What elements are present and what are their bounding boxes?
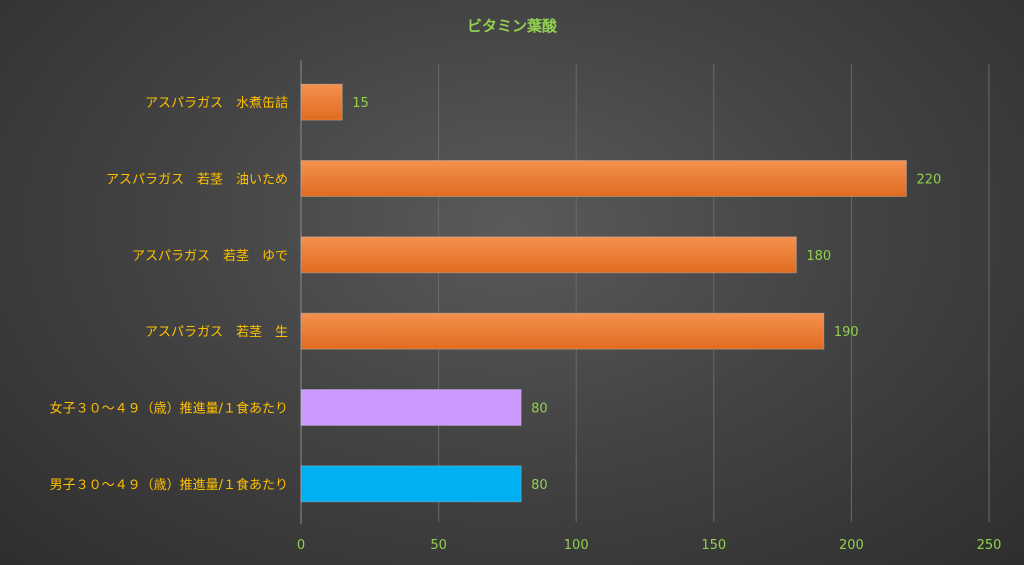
category-label: アスパラガス 水煮缶詰 (145, 95, 288, 111)
bar (300, 236, 797, 274)
category-label: 男子３０～４９（歳）推進量/１食あたり (50, 477, 288, 493)
category-label: アスパラガス 若茎 油いため (106, 172, 288, 188)
data-label: 190 (834, 325, 859, 340)
category-label: 女子３０～４９（歳）推進量/１食あたり (50, 401, 288, 417)
bar (300, 160, 907, 197)
data-label: 80 (531, 402, 548, 417)
bars (300, 83, 907, 503)
bar (300, 389, 522, 426)
x-tick-label: 250 (977, 538, 1002, 553)
x-tick-label: 0 (297, 538, 305, 553)
data-label: 220 (916, 173, 941, 188)
x-tick-label: 50 (430, 538, 447, 553)
chart-title: ビタミン葉酸 (467, 17, 558, 35)
data-label: 180 (806, 249, 831, 264)
x-tick-label: 200 (839, 538, 864, 553)
category-label: アスパラガス 若茎 生 (145, 324, 288, 340)
x-tick-label: 100 (564, 538, 589, 553)
x-tick-label: 150 (701, 538, 726, 553)
bar (300, 465, 522, 503)
category-label: アスパラガス 若茎 ゆで (132, 248, 288, 264)
data-label: 15 (352, 96, 369, 111)
gridlines (300, 60, 990, 524)
data-label: 80 (531, 478, 548, 493)
labels: 0 50 100 150 200 250 アスパラガス 水煮缶詰 15 アスパラガス 若茎 油い… (50, 95, 1002, 553)
bar (300, 312, 825, 350)
bar (300, 83, 343, 121)
